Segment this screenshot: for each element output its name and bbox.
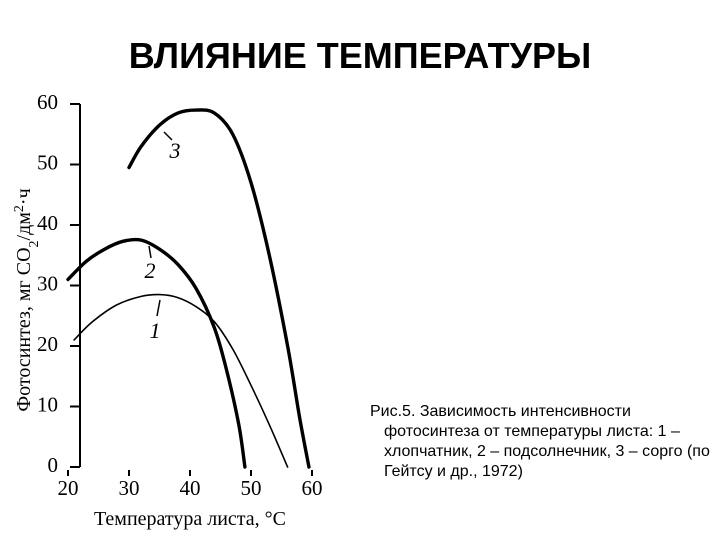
y-axis-label: Фотосинтез, мг CO2/дм2·ч (12, 188, 42, 411)
x-tick-label: 50 (241, 476, 262, 500)
y-tick-label: 60 (37, 90, 58, 114)
y-label-part: 2 (12, 205, 27, 212)
y-tick-label: 40 (37, 211, 58, 235)
y-tick-label: 10 (37, 392, 58, 416)
leader-line (148, 245, 152, 259)
caption: Рис.5. Зависимость интенсивности фотосин… (370, 403, 710, 480)
curve-label: 1 (150, 318, 161, 343)
curve (127, 108, 311, 469)
y-tick-label: 50 (37, 150, 58, 174)
y-tick-label: 20 (37, 332, 58, 356)
y-label-part: /дм (13, 212, 35, 241)
y-tick-label: 0 (48, 453, 59, 477)
x-tick-label: 60 (302, 476, 323, 500)
leader-line (163, 131, 173, 141)
chart-title: ВЛИЯНИЕ ТЕМПЕРАТУРЫ (129, 35, 592, 76)
y-label-part: 2 (27, 240, 42, 247)
y-label-part: Фотосинтез, мг CO (13, 247, 35, 411)
y-tick-label: 30 (37, 271, 58, 295)
curve (73, 293, 289, 468)
x-axis-label: Температура листа, °C (94, 508, 286, 530)
leader-line (156, 299, 161, 317)
x-tick-label: 20 (58, 476, 79, 500)
x-tick-label: 40 (180, 476, 201, 500)
x-tick-label: 30 (119, 476, 140, 500)
curve (66, 237, 247, 469)
y-label-part: ·ч (13, 188, 35, 205)
curve-label: 3 (169, 138, 181, 163)
curve-label: 2 (145, 258, 156, 283)
